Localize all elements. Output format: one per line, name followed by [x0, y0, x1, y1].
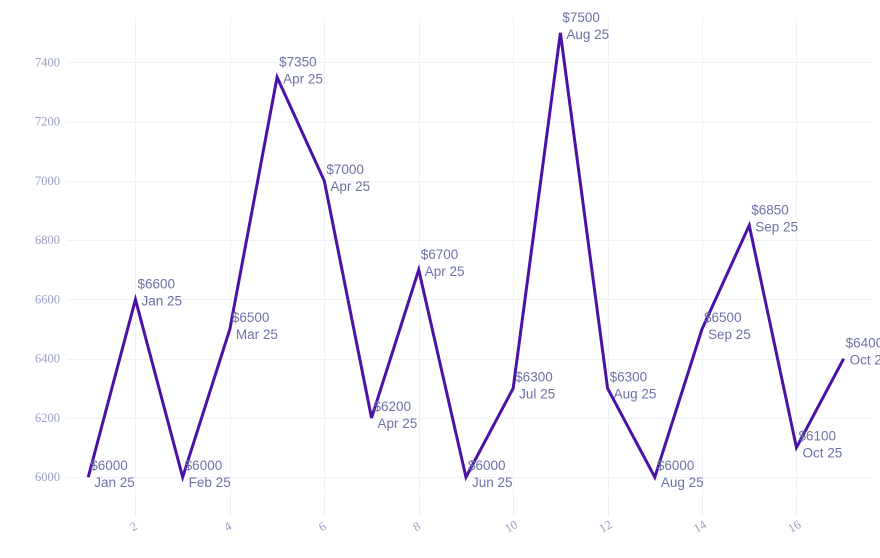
data-point-value: $6000: [185, 458, 223, 473]
data-point-period: Jan 25: [141, 293, 182, 308]
data-point-period: Aug 25: [566, 27, 609, 42]
data-point-value: $6000: [90, 458, 128, 473]
y-axis-tick-label: 7000: [35, 174, 60, 188]
data-point-period: Apr 25: [330, 179, 370, 194]
data-point-period: Jul 25: [519, 386, 555, 401]
data-point-period: Apr 25: [378, 416, 418, 431]
data-point-value: $6850: [751, 202, 789, 217]
data-point-label: $7350 Apr 25: [279, 54, 323, 86]
x-axis-tick-label: 8: [411, 519, 423, 534]
data-point-period: Aug 25: [661, 475, 704, 490]
x-axis-tick-label: 14: [691, 517, 709, 536]
data-point-label: $6300 Aug 25: [610, 369, 657, 401]
data-point-label: $6100 Oct 25: [798, 429, 842, 461]
data-point-label: $6300 Jul 25: [515, 369, 555, 401]
data-point-label: $6200 Apr 25: [374, 399, 418, 431]
data-point-label: $7000 Apr 25: [326, 162, 370, 194]
y-axis-tick-label: 7400: [35, 55, 60, 69]
data-point-label: $6850 Sep 25: [751, 202, 798, 234]
data-point-value: $6500: [704, 310, 742, 325]
data-point-label: $7500 Aug 25: [562, 10, 609, 42]
data-point-value: $6700: [421, 247, 459, 262]
data-point-value: $6100: [798, 429, 836, 444]
y-axis-tick-label: 6000: [35, 470, 60, 484]
data-point-value: $6200: [374, 399, 412, 414]
y-axis-tick-labels: 6000 6200 6400 6600 6800 7000 7200 7400: [35, 55, 60, 484]
y-axis-tick-label: 7200: [35, 115, 60, 129]
gridlines: [67, 18, 872, 492]
data-point-label: $6000 Aug 25: [657, 458, 704, 490]
data-point-period: Oct 25: [802, 446, 842, 461]
data-point-value: $7000: [326, 162, 364, 177]
x-axis-tick-label: 2: [127, 519, 139, 534]
data-point-value: $6000: [468, 458, 506, 473]
y-axis-tick-label: 6800: [35, 233, 60, 247]
data-point-period: Mar 25: [236, 327, 278, 342]
data-point-period: Sep 25: [708, 327, 751, 342]
data-point-value: $7350: [279, 54, 317, 69]
data-point-value: $7500: [562, 10, 600, 25]
x-axis-tick-label: 12: [597, 517, 615, 535]
data-point-period: Apr 25: [283, 71, 323, 86]
data-point-label: $6600 Jan 25: [137, 276, 182, 308]
x-axis-tick-labels: 2 4 6 8 10 12 14 16: [127, 517, 803, 536]
series-line: [86, 32, 845, 483]
data-point-label: $6700 Apr 25: [421, 247, 465, 279]
y-axis-tick-label: 6400: [35, 352, 60, 366]
data-point-label: $6000 Jan 25: [90, 458, 135, 490]
data-point-period: Apr 25: [425, 264, 465, 279]
data-point-label: $6000 Feb 25: [185, 458, 231, 490]
data-point-value: $6600: [137, 276, 175, 291]
data-point-period: Oct 25: [850, 353, 880, 368]
data-point-period: Aug 25: [614, 386, 657, 401]
data-point-label: $6500 Sep 25: [704, 310, 751, 342]
x-axis-tick-label: 6: [316, 519, 328, 534]
x-axis-tickmarks: [135, 494, 797, 516]
data-point-value: $6500: [232, 310, 270, 325]
data-point-period: Jan 25: [94, 475, 135, 490]
data-point-label: $6400 Oct 25: [846, 336, 880, 368]
data-point-period: Jun 25: [472, 475, 513, 490]
y-axis-tick-label: 6200: [35, 411, 60, 425]
data-point-label: $6500 Mar 25: [232, 310, 278, 342]
data-point-value: $6000: [657, 458, 695, 473]
data-point-value: $6400: [846, 336, 880, 351]
x-axis-tick-label: 4: [222, 519, 235, 535]
data-point-period: Sep 25: [755, 219, 798, 234]
data-point-labels: $6000 Jan 25 $6600 Jan 25 $6000 Feb 25 $6500 Ma…: [90, 10, 880, 490]
y-axis-tick-label: 6600: [35, 292, 60, 306]
data-point-value: $6300: [610, 369, 648, 384]
data-point-period: Feb 25: [189, 475, 231, 490]
x-axis-tick-label: 10: [502, 517, 520, 535]
data-point-label: $6000 Jun 25: [468, 458, 513, 490]
data-point-value: $6300: [515, 369, 553, 384]
series-polyline: [86, 32, 845, 483]
x-axis-tick-label: 16: [786, 517, 804, 535]
